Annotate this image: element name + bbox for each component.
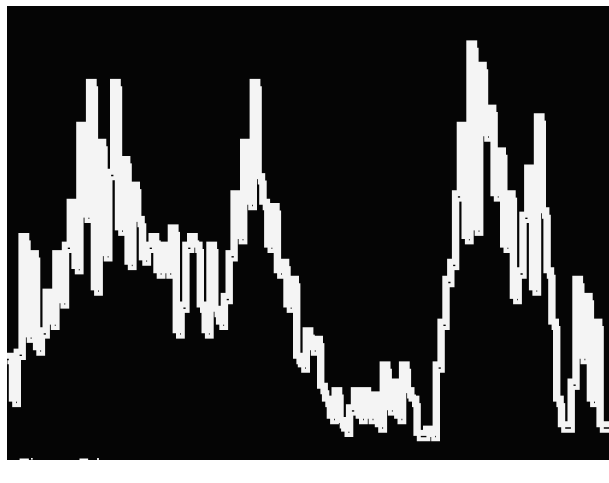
waveform-trace [7,40,609,436]
waveform-plot [7,6,609,460]
figure-caption: Figura 7-b. [18,456,113,477]
waveform-trace-echo [7,47,609,442]
oscilloscope-screen [7,6,609,460]
